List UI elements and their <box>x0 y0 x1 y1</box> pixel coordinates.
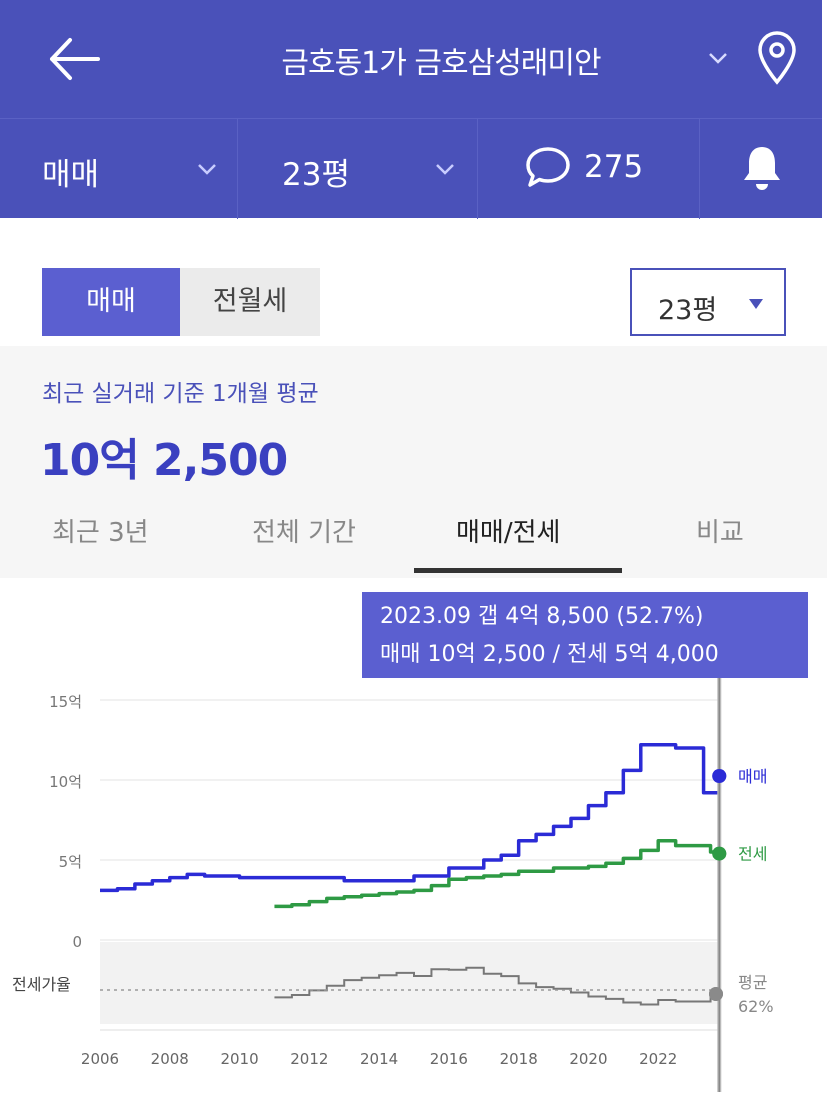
toggle-sale[interactable]: 매매 <box>42 268 180 336</box>
ratio-end-point <box>709 987 723 1001</box>
chevron-down-icon[interactable] <box>706 46 730 70</box>
x-tick-label: 2008 <box>151 1050 189 1068</box>
x-tick-label: 2010 <box>220 1050 258 1068</box>
comments-button[interactable]: 275 <box>478 119 700 219</box>
header-filter-row: 매매 23평 275 <box>0 118 822 219</box>
summary-value: 10억 2,500 <box>40 435 288 486</box>
tab-all-period[interactable]: 전체 기간 <box>252 518 356 548</box>
x-tick-label: 2018 <box>500 1050 538 1068</box>
size-filter-label: 23평 <box>282 157 350 193</box>
series-end-point <box>712 769 727 783</box>
app-header: 금호동1가 금호삼성래미안 매매 23평 275 <box>0 0 822 219</box>
chat-bubble-icon <box>526 147 570 187</box>
price-chart[interactable]: 15억 10억 5억 0 2006 2008 2010 2012 2014 2016 2018 202… <box>0 580 827 1100</box>
price-chart-svg[interactable]: 15억 10억 5억 0 2006 2008 2010 2012 2014 2016 2018 202… <box>0 580 827 1100</box>
tab-recent-3y[interactable]: 최근 3년 <box>52 518 149 548</box>
size-select-label: 23평 <box>658 295 718 326</box>
size-select[interactable]: 23평 <box>630 268 786 336</box>
chevron-down-icon <box>198 164 216 175</box>
location-pin-icon[interactable] <box>756 30 798 86</box>
x-tick-label: 2016 <box>430 1050 468 1068</box>
y-tick-label: 10억 <box>49 773 82 791</box>
tab-compare[interactable]: 비교 <box>696 518 744 548</box>
ratio-band <box>100 942 718 1024</box>
trade-type-filter[interactable]: 매매 <box>0 119 238 219</box>
page-title[interactable]: 금호동1가 금호삼성래미안 <box>281 46 601 81</box>
back-arrow-icon[interactable] <box>46 34 102 84</box>
caret-down-icon <box>749 299 763 309</box>
tab-sale-lease[interactable]: 매매/전세 <box>456 518 561 548</box>
comment-count: 275 <box>584 149 644 185</box>
y-tick-label: 15억 <box>49 693 82 711</box>
chevron-down-icon <box>436 164 454 175</box>
header-top-row: 금호동1가 금호삼성래미안 <box>0 0 822 118</box>
series-end-point <box>712 846 727 861</box>
size-filter[interactable]: 23평 <box>238 119 478 219</box>
sale-lease-toggle: 매매 전월세 <box>42 268 320 336</box>
active-tab-indicator <box>414 568 622 573</box>
bell-icon <box>744 147 780 190</box>
x-tick-label: 2014 <box>360 1050 398 1068</box>
series-end-label: 매매 <box>738 767 767 786</box>
ratio-line <box>274 966 721 1006</box>
x-tick-label: 2022 <box>639 1050 677 1068</box>
toggle-lease[interactable]: 전월세 <box>212 286 288 317</box>
series-end-label: 전세 <box>738 845 767 864</box>
tooltip-line-1: 2023.09 갭 4억 8,500 (52.7%) <box>380 604 704 629</box>
trade-type-label: 매매 <box>42 157 100 193</box>
summary-label: 최근 실거래 기준 1개월 평균 <box>42 381 319 407</box>
series-line-sale <box>100 743 722 893</box>
ratio-avg-label: 평균 <box>738 973 767 992</box>
x-tick-label: 2006 <box>81 1050 119 1068</box>
notification-button[interactable] <box>700 119 822 219</box>
x-tick-label: 2012 <box>290 1050 328 1068</box>
price-summary: 최근 실거래 기준 1개월 평균 10억 2,500 최근 3년 전체 기간 매… <box>0 346 827 578</box>
y-tick-label: 0 <box>72 933 82 951</box>
y-tick-label: 5억 <box>59 853 82 871</box>
series-line-lease <box>274 839 722 909</box>
x-tick-label: 2020 <box>569 1050 607 1068</box>
ratio-avg-value: 62% <box>738 997 774 1016</box>
tooltip-line-2: 매매 10억 2,500 / 전세 5억 4,000 <box>380 642 719 667</box>
ratio-label: 전세가율 <box>12 975 71 994</box>
chart-tooltip: 2023.09 갭 4억 8,500 (52.7%) 매매 10억 2,500 … <box>362 592 808 678</box>
